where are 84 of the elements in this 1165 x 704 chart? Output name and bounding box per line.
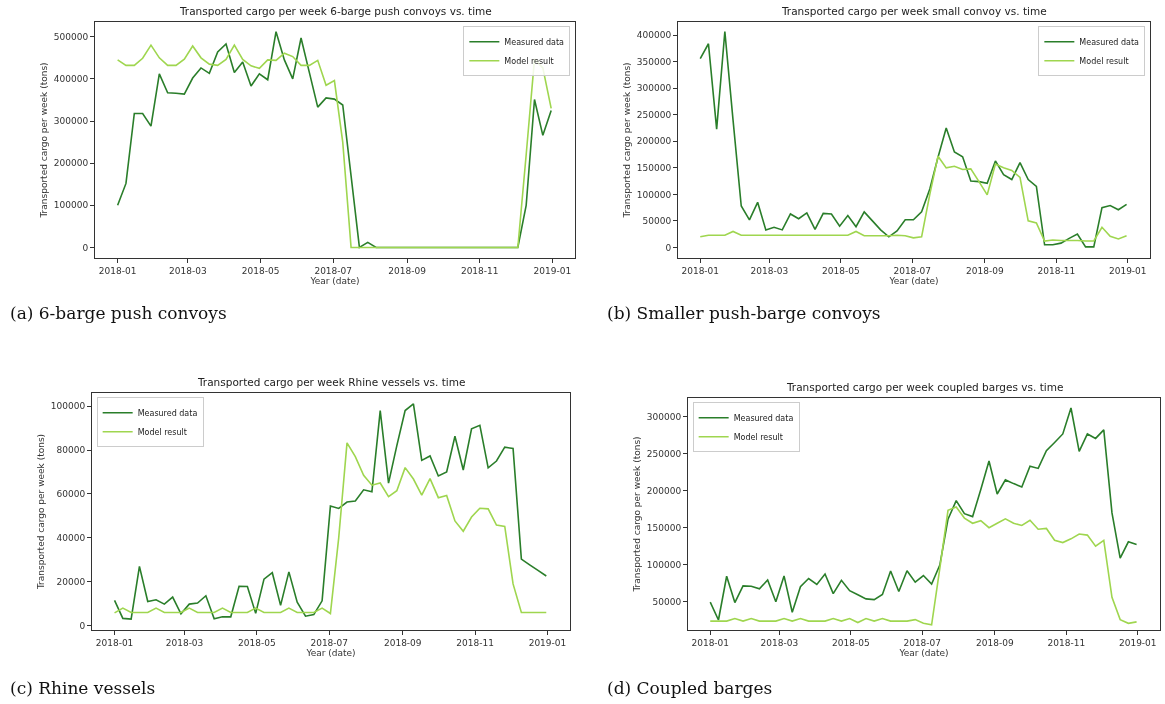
y-tick-label: 250000 <box>636 109 672 120</box>
y-tick-label: 20000 <box>56 576 86 587</box>
y-axis-title: Transported cargo per week (tons) <box>36 433 47 591</box>
y-tick-label: 40000 <box>56 532 86 543</box>
x-tick-label: 2019-01 <box>1118 637 1157 648</box>
x-tick-label: 2018-11 <box>456 637 494 648</box>
text: (d) Coupled barges <box>607 678 773 698</box>
y-tick-label: 500000 <box>53 31 89 42</box>
x-tick-label: 2018-03 <box>165 637 204 648</box>
y-tick-label: 200000 <box>646 485 682 496</box>
y-tick-label: 50000 <box>652 596 682 607</box>
x-axis-title: Year (date) <box>309 275 360 286</box>
y-tick-label: 150000 <box>646 522 682 533</box>
x-tick-label: 2019-01 <box>528 637 567 648</box>
x-tick-label: 2018-07 <box>310 637 349 648</box>
x-tick-label: 2018-03 <box>750 265 789 276</box>
x-tick-label: 2018-11 <box>1047 637 1086 648</box>
y-axis-title: Transported cargo per week (tons) <box>622 62 633 219</box>
y-tick-label: 50000 <box>642 216 672 227</box>
y-tick-label: 100000 <box>53 200 89 211</box>
x-tick-label: 2018-05 <box>822 265 860 276</box>
legend-label: Measured data <box>733 413 794 423</box>
legend-label: Model result <box>1079 56 1129 66</box>
y-axis-title: Transported cargo per week (tons) <box>39 62 50 219</box>
y-tick-label: 350000 <box>636 56 672 67</box>
legend-label: Model result <box>504 56 554 66</box>
line-series <box>113 442 548 615</box>
legend-label: Measured data <box>137 408 198 418</box>
x-tick-label: 2018-03 <box>169 265 207 276</box>
x-tick-label: 2018-09 <box>383 637 422 648</box>
legend-label: Measured data <box>1079 37 1140 47</box>
x-tick-label: 2018-05 <box>238 637 276 648</box>
x-tick-label: 2018-01 <box>98 265 137 276</box>
line-series <box>709 407 1138 621</box>
x-axis-title: Year (date) <box>888 275 939 286</box>
x-tick-label: 2018-07 <box>903 637 942 648</box>
y-tick-label: 250000 <box>646 448 682 459</box>
x-tick-label: 2018-05 <box>241 265 280 276</box>
y-tick-label: 100000 <box>646 559 682 570</box>
chart-title: Transported cargo per week 6-barge push convoys vs. time <box>179 5 492 17</box>
y-tick-label: 300000 <box>646 411 682 422</box>
y-tick-label: 150000 <box>636 162 672 173</box>
x-axis-title: Year (date) <box>898 647 949 658</box>
y-tick-label: 100000 <box>636 189 672 200</box>
text: (b) Smaller push-barge convoys <box>607 303 881 323</box>
x-tick-label: 2018-03 <box>760 637 799 648</box>
x-tick-label: 2018-09 <box>966 265 1004 276</box>
y-axis-title: Transported cargo per week (tons) <box>632 436 643 593</box>
y-tick-label: 0 <box>82 242 89 253</box>
y-tick-label: 100000 <box>50 401 86 412</box>
x-tick-label: 2018-11 <box>1037 265 1076 276</box>
legend-label: Model result <box>733 432 783 442</box>
y-tick-label: 200000 <box>636 136 672 147</box>
text: (c) Rhine vessels <box>10 678 156 698</box>
y-tick-label: 80000 <box>56 445 86 456</box>
line-series <box>699 155 1128 242</box>
legend-label: Measured data <box>504 37 565 47</box>
chart-title: Transported cargo per week small convoy vs. time <box>781 5 1047 17</box>
x-tick-label: 2018-09 <box>388 265 427 276</box>
x-tick-label: 2018-09 <box>976 637 1014 648</box>
y-tick-label: 400000 <box>636 30 672 41</box>
x-tick-label: 2018-01 <box>681 265 720 276</box>
x-tick-label: 2018-05 <box>832 637 870 648</box>
x-tick-label: 2018-01 <box>691 637 730 648</box>
x-tick-label: 2018-01 <box>95 637 134 648</box>
y-tick-label: 0 <box>665 242 672 253</box>
y-tick-label: 300000 <box>53 116 89 127</box>
x-axis-title: Year (date) <box>305 647 356 658</box>
y-tick-label: 0 <box>79 620 86 631</box>
x-tick-label: 2018-07 <box>314 265 353 276</box>
y-tick-label: 60000 <box>56 489 86 500</box>
x-tick-label: 2019-01 <box>1108 265 1147 276</box>
chart-title: Transported cargo per week Rhine vessels vs. time <box>197 376 466 388</box>
x-tick-label: 2019-01 <box>533 265 572 276</box>
y-tick-label: 400000 <box>53 74 89 85</box>
chart-title: Transported cargo per week coupled barges vs. time <box>786 381 1064 393</box>
legend-label: Model result <box>137 427 187 437</box>
line-series <box>113 403 548 620</box>
x-tick-label: 2018-11 <box>460 265 499 276</box>
text: (a) 6-barge push convoys <box>10 303 227 323</box>
x-tick-label: 2018-07 <box>893 265 932 276</box>
y-tick-label: 200000 <box>53 158 89 169</box>
line-series <box>709 506 1138 626</box>
y-tick-label: 300000 <box>636 83 672 94</box>
